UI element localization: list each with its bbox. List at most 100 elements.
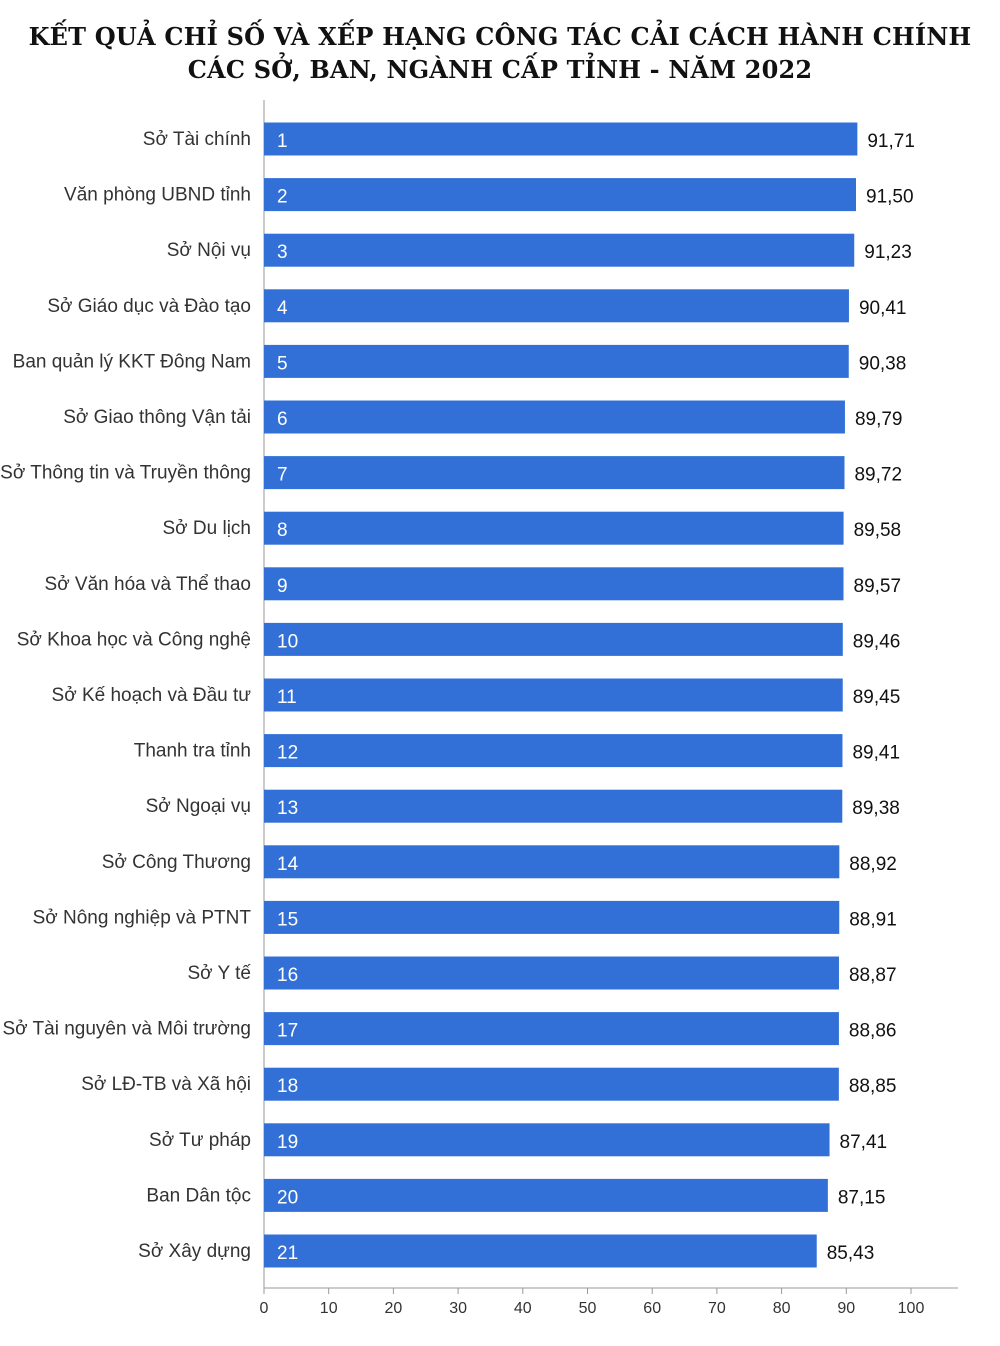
bar-row: Sở Nông nghiệp và PTNT 15 88,91 xyxy=(33,900,897,934)
x-axis-ticks: 0 10 20 30 40 50 60 70 80 90 100 xyxy=(260,1288,925,1317)
x-tick-label: 50 xyxy=(579,1300,597,1317)
x-tick-label: 40 xyxy=(514,1300,532,1317)
rank-label: 11 xyxy=(277,687,297,708)
bar-row: Thanh tra tỉnh 12 89,41 xyxy=(134,734,900,768)
value-label: 88,85 xyxy=(849,1076,897,1097)
x-tick-label: 100 xyxy=(898,1300,925,1317)
category-label: Sở Tư pháp xyxy=(149,1130,251,1151)
rank-label: 3 xyxy=(277,242,288,263)
category-label: Sở Xây dựng xyxy=(138,1241,251,1262)
bar-row: Sở Kế hoạch và Đầu tư 11 89,45 xyxy=(52,678,900,712)
rank-label: 16 xyxy=(277,965,298,986)
value-label: 87,41 xyxy=(840,1132,888,1153)
bar xyxy=(264,178,857,212)
rank-label: 9 xyxy=(277,576,288,597)
bar xyxy=(264,1067,839,1101)
category-label: Sở Ngoại vụ xyxy=(146,796,251,817)
bar-row: Sở LĐ-TB và Xã hội 18 88,85 xyxy=(81,1067,897,1101)
value-label: 89,41 xyxy=(852,743,900,764)
rank-label: 17 xyxy=(277,1021,298,1042)
value-label: 89,79 xyxy=(855,409,903,430)
bar-row: Sở Tư pháp 19 87,41 xyxy=(149,1123,888,1157)
value-label: 90,41 xyxy=(859,298,907,319)
bar-row: Ban quản lý KKT Đông Nam 5 90,38 xyxy=(13,344,907,378)
x-tick-label: 0 xyxy=(260,1300,269,1317)
bar xyxy=(264,567,844,601)
chart-title: KẾT QUẢ CHỈ SỐ VÀ XẾP HẠNG CÔNG TÁC CẢI … xyxy=(28,22,972,51)
bar-row: Văn phòng UBND tỉnh 2 91,50 xyxy=(64,178,914,212)
bar-row: Sở Văn hóa và Thể thao 9 89,57 xyxy=(45,567,902,601)
category-label: Sở Nông nghiệp và PTNT xyxy=(33,907,252,928)
category-label: Sở Thông tin và Truyền thông xyxy=(0,463,251,484)
bar-row: Sở Du lịch 8 89,58 xyxy=(163,511,902,545)
value-label: 91,23 xyxy=(864,242,912,263)
bar-row: Sở Tài chính 1 91,71 xyxy=(143,122,915,156)
x-tick-label: 70 xyxy=(708,1300,726,1317)
rank-label: 6 xyxy=(277,409,288,430)
bar-row: Sở Nội vụ 3 91,23 xyxy=(167,233,912,267)
rank-label: 20 xyxy=(277,1187,298,1208)
rank-label: 5 xyxy=(277,353,288,374)
value-label: 89,46 xyxy=(853,631,901,652)
bar-row: Sở Giao thông Vận tải 6 89,79 xyxy=(63,400,903,434)
rank-label: 10 xyxy=(277,631,298,652)
bar xyxy=(264,900,840,934)
bar xyxy=(264,678,843,712)
bar-row: Sở Tài nguyên và Môi trường 17 88,86 xyxy=(2,1012,896,1046)
value-label: 91,71 xyxy=(867,131,915,152)
x-tick-label: 60 xyxy=(643,1300,661,1317)
bar-row: Sở Y tế 16 88,87 xyxy=(187,956,897,990)
x-tick-label: 80 xyxy=(773,1300,791,1317)
category-label: Thanh tra tỉnh xyxy=(134,741,251,762)
bar xyxy=(264,1012,839,1046)
chart-subtitle: CÁC SỞ, BAN, NGÀNH CẤP TỈNH - NĂM 2022 xyxy=(187,55,813,84)
rank-label: 13 xyxy=(277,798,298,819)
category-label: Ban quản lý KKT Đông Nam xyxy=(13,351,251,372)
bar xyxy=(264,1123,830,1157)
rank-label: 4 xyxy=(277,298,288,319)
bar xyxy=(264,1234,817,1268)
bar-row: Sở Ngoại vụ 13 89,38 xyxy=(146,789,900,823)
x-tick-label: 10 xyxy=(320,1300,338,1317)
rank-label: 1 xyxy=(277,131,288,152)
bar-row: Sở Giáo dục và Đào tạo 4 90,41 xyxy=(47,289,907,323)
value-label: 90,38 xyxy=(859,353,907,374)
rank-label: 19 xyxy=(277,1132,298,1153)
value-label: 91,50 xyxy=(866,187,914,208)
bar xyxy=(264,956,839,990)
category-label: Sở Y tế xyxy=(187,963,251,984)
rank-label: 14 xyxy=(277,854,299,875)
bar xyxy=(264,622,843,656)
category-label: Sở Nội vụ xyxy=(167,240,251,261)
bar xyxy=(264,511,844,545)
bar-row: Sở Thông tin và Truyền thông 7 89,72 xyxy=(0,456,902,490)
category-label: Sở Giao thông Vận tải xyxy=(63,407,251,428)
rank-label: 21 xyxy=(277,1243,298,1264)
x-tick-label: 90 xyxy=(837,1300,855,1317)
value-label: 89,72 xyxy=(854,465,902,486)
category-label: Sở Du lịch xyxy=(163,518,252,539)
category-label: Sở Khoa học và Công nghệ xyxy=(17,629,251,650)
bar xyxy=(264,122,858,156)
value-label: 88,92 xyxy=(849,854,897,875)
rank-label: 2 xyxy=(277,187,288,208)
category-label: Sở Kế hoạch và Đầu tư xyxy=(52,685,252,706)
bar xyxy=(264,289,849,323)
bar xyxy=(264,1178,828,1212)
rank-label: 15 xyxy=(277,909,298,930)
bar xyxy=(264,344,849,378)
value-label: 89,57 xyxy=(854,576,902,597)
bar-row: Sở Công Thương 14 88,92 xyxy=(102,845,897,879)
bar xyxy=(264,734,843,768)
category-label: Sở Văn hóa và Thể thao xyxy=(45,574,251,595)
rank-label: 12 xyxy=(277,743,298,764)
bar xyxy=(264,789,843,823)
category-label: Văn phòng UBND tỉnh xyxy=(64,185,251,206)
rank-label: 7 xyxy=(277,465,288,486)
bar xyxy=(264,845,840,879)
value-label: 89,58 xyxy=(854,520,902,541)
bar xyxy=(264,400,845,434)
category-label: Sở Giáo dục và Đào tạo xyxy=(47,296,251,317)
